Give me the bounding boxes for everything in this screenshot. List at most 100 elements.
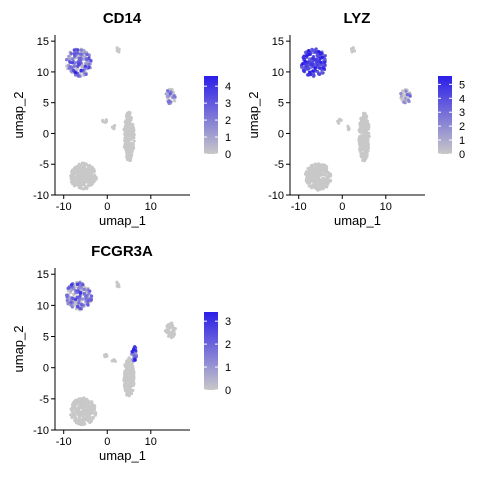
cell-point xyxy=(168,92,172,96)
cell-point xyxy=(69,283,74,287)
color-bar xyxy=(204,76,218,154)
cell-point xyxy=(79,52,83,56)
cell-point xyxy=(122,378,127,383)
cell-point xyxy=(307,166,312,170)
cell-point xyxy=(82,48,86,53)
cell-point xyxy=(78,294,82,298)
cell-point xyxy=(76,48,80,52)
cell-point xyxy=(131,388,135,392)
cell-point xyxy=(86,413,90,417)
cell-point xyxy=(172,99,177,103)
cell-point xyxy=(363,118,367,122)
cell-point xyxy=(125,362,129,366)
cell-point xyxy=(131,145,135,149)
cell-point xyxy=(173,327,177,331)
cell-point xyxy=(171,334,175,338)
y-tick-label: -5 xyxy=(39,159,49,171)
cell-point xyxy=(321,182,325,186)
color-legend: 0 1 2 3 4 5 xyxy=(438,76,465,161)
cell-point xyxy=(321,66,325,70)
cell-point xyxy=(69,300,73,304)
cell-point xyxy=(70,415,74,420)
cell-point xyxy=(87,56,91,60)
cell-point xyxy=(164,92,168,96)
cell-point xyxy=(70,176,74,180)
y-axis-label: umap_2 xyxy=(246,92,261,139)
cell-point xyxy=(87,62,91,66)
cell-point xyxy=(68,60,72,64)
cell-point xyxy=(76,406,80,410)
legend-tick-label: 1 xyxy=(459,135,465,147)
cell-point xyxy=(313,66,317,70)
cell-point xyxy=(90,171,94,176)
cell-point xyxy=(408,94,412,98)
cell-point xyxy=(127,144,131,148)
cell-point xyxy=(103,120,108,124)
cell-point xyxy=(301,55,305,60)
cell-point xyxy=(87,409,92,413)
cell-point xyxy=(133,358,137,362)
x-axis-label: umap_1 xyxy=(99,448,146,463)
cell-point xyxy=(310,173,314,177)
cell-point xyxy=(319,60,323,64)
cell-point xyxy=(66,301,70,306)
cell-point xyxy=(307,169,311,173)
cell-point xyxy=(71,168,75,172)
cell-point xyxy=(115,46,119,50)
cell-point xyxy=(328,174,332,178)
cell-point xyxy=(317,50,321,54)
cell-point xyxy=(72,184,76,188)
cell-point xyxy=(82,398,86,402)
cell-point xyxy=(85,52,89,57)
x-axis-label: umap_1 xyxy=(334,213,381,228)
cell-point xyxy=(317,72,322,76)
x-axis-label: umap_1 xyxy=(99,213,146,228)
cell-point xyxy=(85,404,89,408)
cell-points xyxy=(299,46,412,192)
cell-point xyxy=(81,297,85,301)
cell-point xyxy=(73,411,77,415)
legend-tick-label: 1 xyxy=(225,362,231,374)
cell-point xyxy=(89,59,93,63)
cell-point xyxy=(127,356,131,360)
cell-point xyxy=(71,57,75,61)
cell-point xyxy=(73,403,77,407)
cell-point xyxy=(365,138,369,142)
cell-point xyxy=(364,156,368,160)
cell-point xyxy=(133,345,137,349)
cell-point xyxy=(403,96,407,100)
legend-tick-label: 2 xyxy=(225,115,231,127)
cell-point xyxy=(77,62,81,66)
cell-point xyxy=(405,93,409,97)
x-tick-label: 10 xyxy=(145,436,157,448)
cell-point xyxy=(329,179,333,183)
cell-point xyxy=(128,155,132,159)
cell-point xyxy=(130,153,134,157)
cell-point xyxy=(129,141,133,145)
cell-point xyxy=(124,376,128,380)
cell-point xyxy=(82,292,86,296)
cell-point xyxy=(67,54,71,58)
cell-point xyxy=(352,49,357,53)
cell-point xyxy=(311,56,315,60)
cell-point xyxy=(81,164,86,168)
color-bar xyxy=(204,312,218,390)
y-tick-label: 5 xyxy=(278,98,284,110)
cell-point xyxy=(81,409,85,413)
cell-point xyxy=(131,347,136,352)
cell-point xyxy=(76,289,80,293)
cell-point xyxy=(88,289,92,293)
panel-title: FCGR3A xyxy=(91,243,153,260)
x-tick-label: 0 xyxy=(104,201,110,213)
cell-point xyxy=(350,47,354,52)
y-axis-label: umap_2 xyxy=(11,92,26,139)
cell-point xyxy=(310,63,314,67)
cell-point xyxy=(327,171,331,175)
cell-point xyxy=(128,385,132,389)
y-tick-label: 0 xyxy=(43,128,49,140)
cell-point xyxy=(311,48,315,52)
cell-point xyxy=(315,63,319,67)
cell-point xyxy=(399,94,403,99)
cell-point xyxy=(367,134,371,138)
cell-point xyxy=(313,171,317,175)
